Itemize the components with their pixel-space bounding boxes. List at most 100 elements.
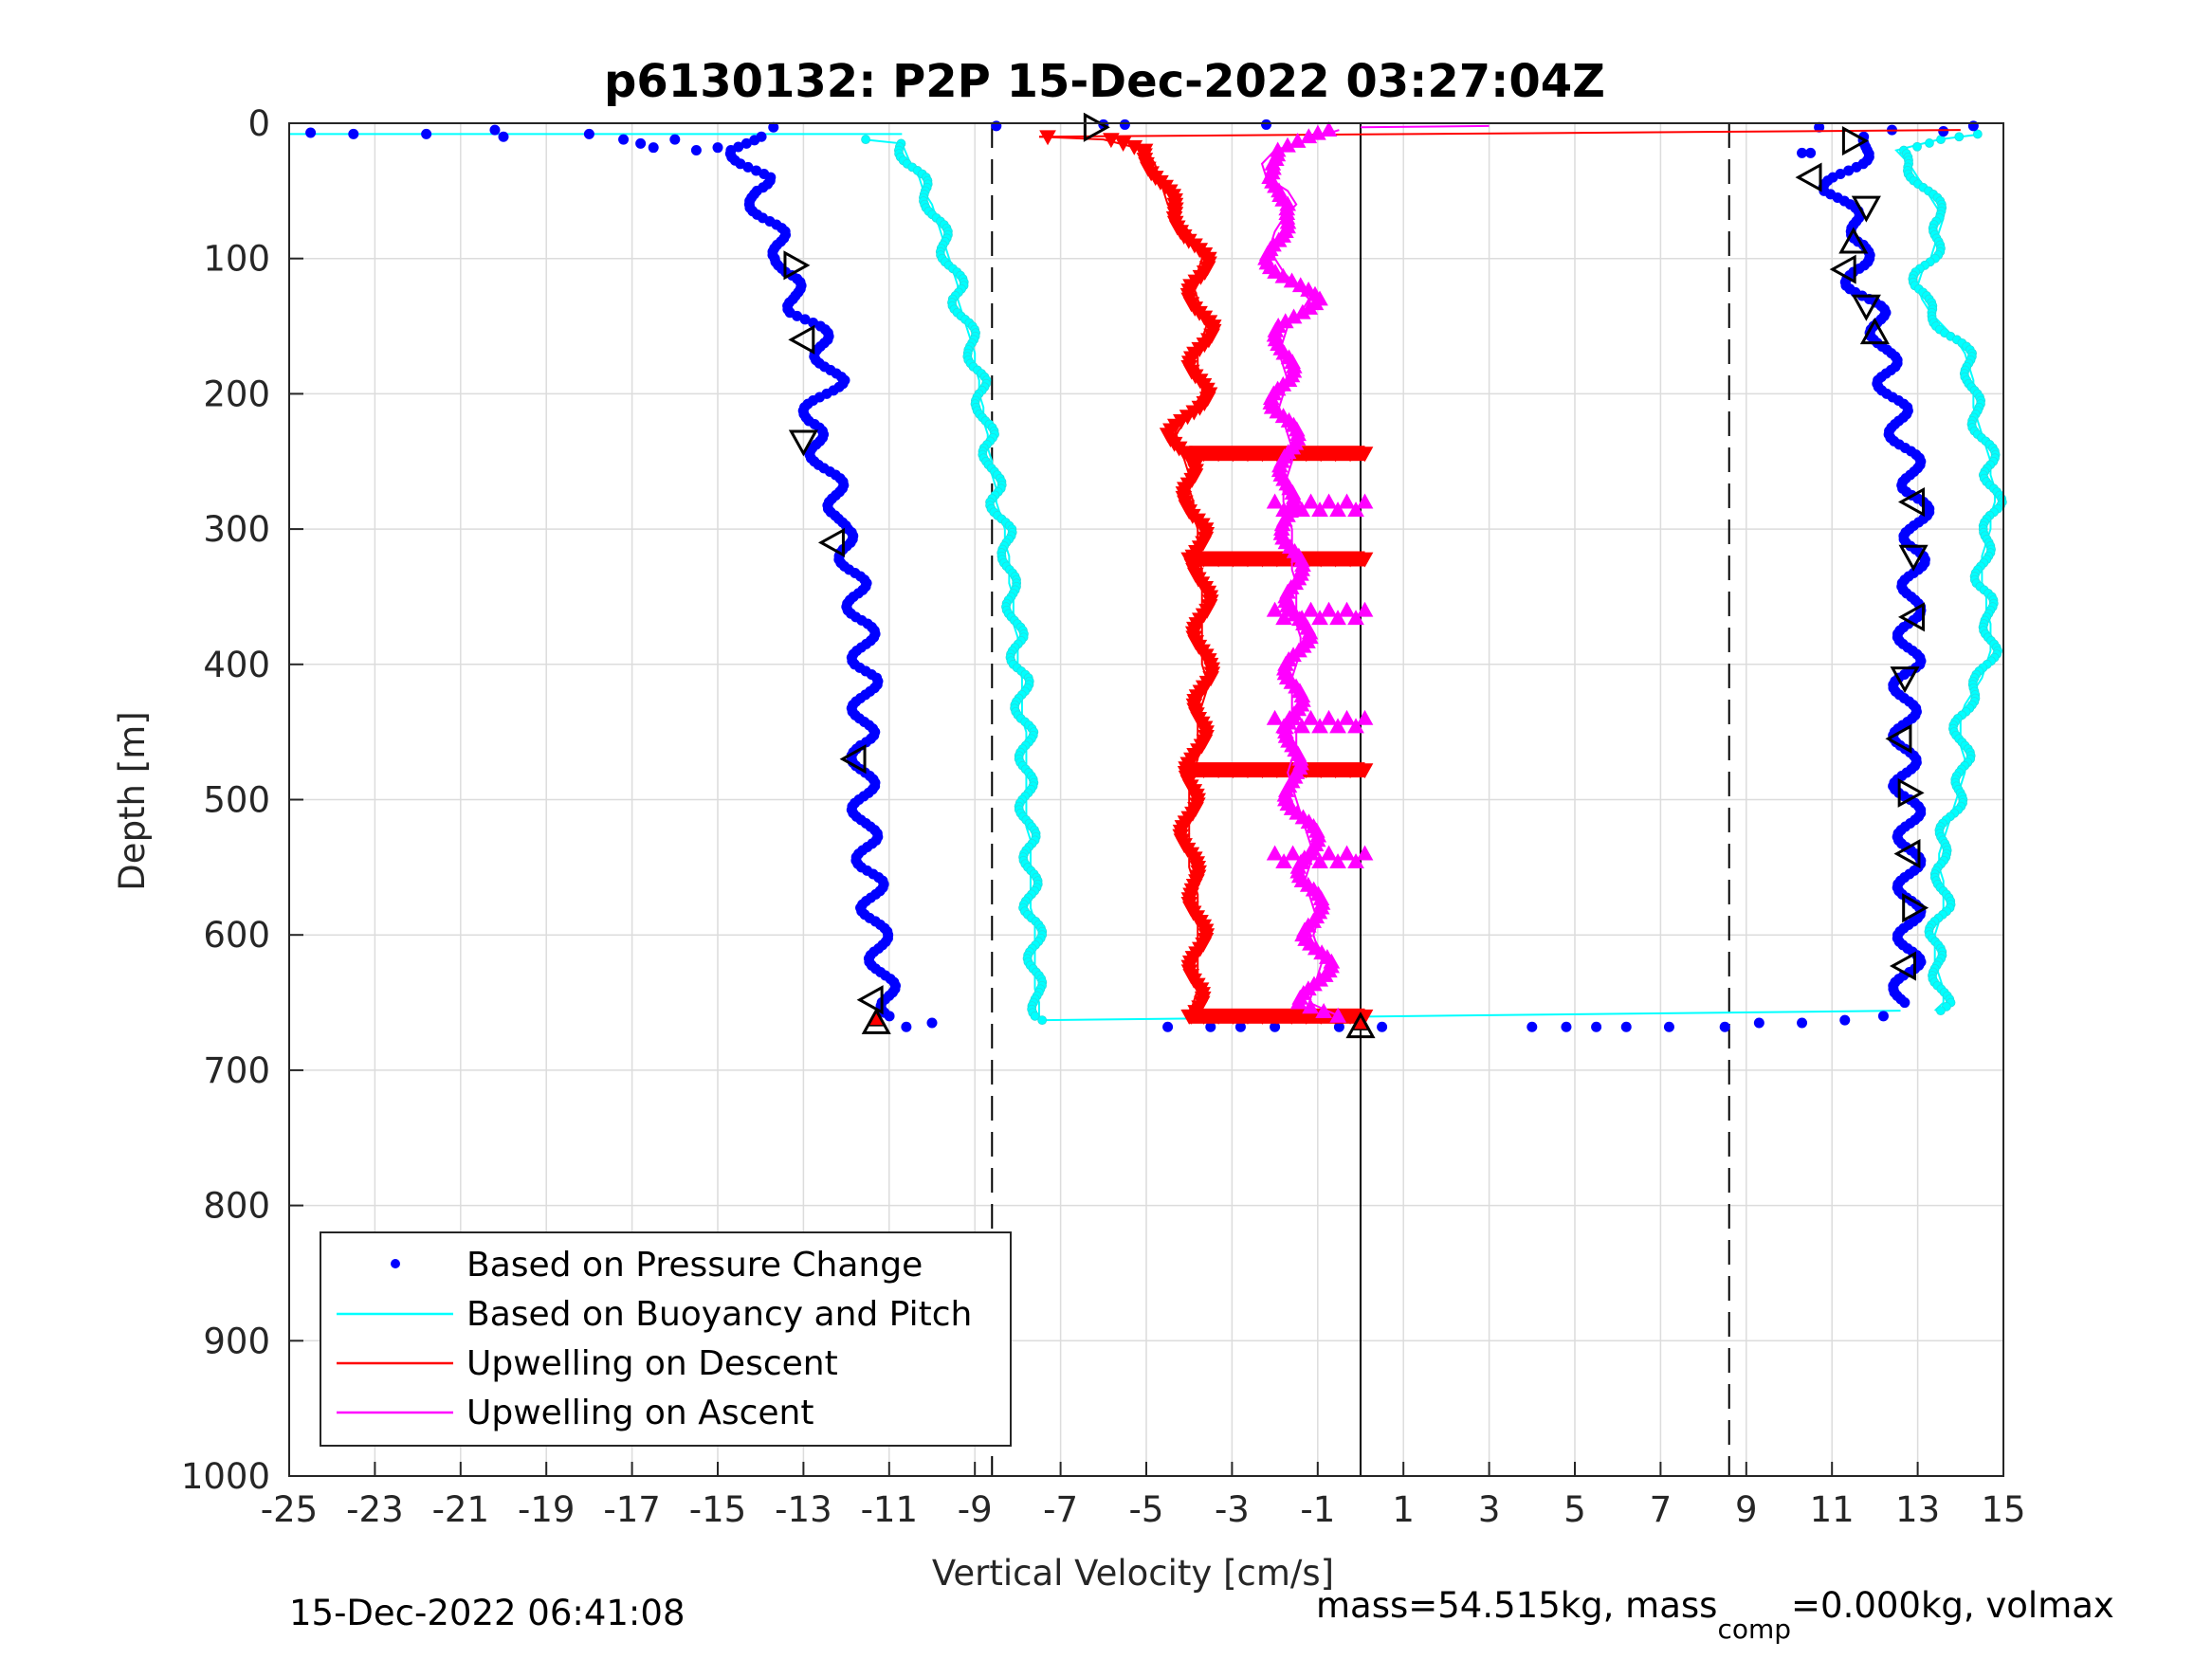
- open-triangle-marker-7: [861, 1007, 891, 1034]
- upwelling-ascent-band-2-point-9: [1347, 718, 1364, 734]
- pressure-scatter-point-33: [1591, 1021, 1602, 1032]
- upwelling-ascent-band-1-point-8: [1338, 601, 1356, 617]
- upwelling-ascent-band-0-point-7: [1329, 501, 1346, 518]
- pressure-scatter-point-17: [1797, 147, 1808, 158]
- footer-mass-prefix: mass=54.515kg, mass: [1316, 1585, 1717, 1626]
- upwelling-descent-band-2-point-4: [1239, 763, 1256, 779]
- open-triangle-marker-24: [1345, 1012, 1376, 1039]
- upwelling-ascent-band-2-point-0: [1266, 709, 1284, 725]
- open-triangle-marker-4: [817, 527, 845, 557]
- upwelling-descent-band-0-point-6: [1269, 447, 1286, 463]
- x-tick-label-19: 13: [1895, 1489, 1940, 1530]
- upwelling-descent-band-0-point-2: [1210, 447, 1227, 463]
- upwelling-ascent-band-3-point-0: [1266, 845, 1284, 861]
- upwelling-ascent-band-0-point-10: [1356, 493, 1374, 509]
- upwelling-descent-band-0-point-10: [1326, 447, 1344, 463]
- upwelling-descent-point-0: [1039, 130, 1056, 146]
- footer-mass-sub: comp: [1717, 1613, 1791, 1645]
- upwelling-ascent-band-2-point-6: [1320, 709, 1338, 725]
- open-triangle-marker-14: [1859, 318, 1890, 345]
- upwelling-ascent-band-0-point-1: [1275, 501, 1292, 518]
- pressure-scatter-point-16: [1119, 118, 1130, 130]
- upwelling-descent-point-1: [1103, 133, 1120, 149]
- open-triangle-marker-16: [1898, 544, 1929, 572]
- x-tick-label-7: -11: [861, 1489, 918, 1530]
- upwelling-descent-band-1-point-0: [1180, 552, 1198, 568]
- buoyancy-ascent-point-1: [1925, 138, 1934, 148]
- upwelling-descent-band-0-point-5: [1253, 447, 1271, 463]
- legend-label-ascent: Upwelling on Ascent: [466, 1394, 814, 1432]
- pressure-descent-point-13: [792, 310, 803, 321]
- upwelling-descent-band-1-point-12: [1356, 552, 1374, 568]
- pressure-scatter-point-3: [489, 124, 501, 136]
- upwelling-descent-band-3-point-4: [1239, 1009, 1256, 1025]
- upwelling-ascent-band-1-point-0: [1266, 601, 1284, 617]
- pressure-scatter-point-38: [1797, 1017, 1808, 1029]
- upwelling-ascent-band-1-point-7: [1329, 610, 1346, 626]
- buoyancy-descent-point-66: [1037, 1015, 1048, 1026]
- pressure-descent-point-2: [751, 165, 762, 176]
- x-tick-label-13: 1: [1392, 1489, 1415, 1530]
- upwelling-ascent-band-2-point-8: [1338, 709, 1356, 725]
- x-tick-label-16: 7: [1650, 1489, 1673, 1530]
- pressure-scatter-point-29: [1333, 1021, 1344, 1032]
- upwelling-descent-band-3-point-3: [1224, 1009, 1242, 1025]
- upwelling-ascent-band-1-point-1: [1275, 610, 1292, 626]
- x-axis-label: Vertical Velocity [cm/s]: [932, 1553, 1334, 1594]
- legend-label-descent: Upwelling on Descent: [466, 1344, 838, 1383]
- buoyancy-ascent-point-0: [1954, 132, 1965, 142]
- upwelling-ascent-band-2-point-5: [1311, 718, 1328, 734]
- pressure-scatter-point-19: [1814, 121, 1825, 133]
- upwelling-ascent-band-0-point-8: [1338, 493, 1356, 509]
- upwelling-descent-band-0-point-12: [1356, 447, 1374, 463]
- upwelling-descent-band-1-point-3: [1224, 552, 1242, 568]
- upwelling-ascent-band-2-point-7: [1329, 718, 1346, 734]
- upwelling-ascent-point-11: [1283, 272, 1301, 288]
- y-tick-label-5: 500: [203, 780, 270, 821]
- legend-label-pressure: Based on Pressure Change: [466, 1246, 923, 1285]
- upwelling-ascent-point-65: [1289, 994, 1307, 1010]
- x-axis-ticks: -25 -23 -21 -19 -17 -15 -13 -11 -9 -7 -5 -3 -1 1 3 5 7 9 1…: [261, 1462, 2026, 1530]
- open-triangle-marker-19: [1885, 723, 1912, 754]
- upwelling-descent-band-2-point-11: [1342, 763, 1359, 779]
- y-tick-label-10: 1000: [181, 1456, 270, 1497]
- upwelling-ascent-band-1-point-6: [1320, 601, 1338, 617]
- upwelling-descent-band-3-point-11: [1342, 1009, 1359, 1025]
- open-triangle-marker-2: [788, 324, 815, 355]
- upwelling-ascent-band-1-point-2: [1284, 601, 1302, 617]
- footer-mass-suffix: =0.000kg, volmax: [1791, 1585, 2114, 1626]
- pressure-scatter-point-9: [669, 134, 681, 145]
- upwelling-ascent-band-0-point-9: [1347, 501, 1364, 518]
- pressure-scatter-point-5: [583, 128, 594, 139]
- upwelling-ascent-band-2-point-10: [1356, 709, 1374, 725]
- upwelling-descent-band-3-point-6: [1269, 1009, 1286, 1025]
- open-triangle-marker-9: [1795, 162, 1822, 192]
- x-tick-label-10: -5: [1129, 1489, 1164, 1530]
- upwelling-descent-band-2-point-1: [1195, 763, 1213, 779]
- x-tick-label-6: -13: [775, 1489, 832, 1530]
- pressure-scatter-point-2: [421, 128, 432, 139]
- upwelling-descent-band-1-point-1: [1195, 552, 1213, 568]
- pressure-scatter-point-21: [1938, 126, 1949, 137]
- open-triangle-marker-15: [1897, 487, 1925, 518]
- open-triangle-marker-12: [1829, 254, 1856, 284]
- upwelling-ascent-band-3-point-4: [1302, 845, 1320, 861]
- upwelling-ascent-point-11: [1274, 267, 1292, 283]
- open-triangle-marker-6: [856, 985, 884, 1015]
- open-triangle-marker-10: [1851, 195, 1881, 223]
- pressure-scatter-point-1: [348, 128, 359, 139]
- upwelling-ascent-band-3-point-10: [1356, 845, 1374, 861]
- upwelling-ascent-band-2-point-2: [1284, 709, 1302, 725]
- upwelling-ascent-point-14: [1293, 303, 1311, 319]
- upwelling-ascent-point-65: [1302, 998, 1319, 1014]
- upwelling-descent-band-2-point-6: [1269, 763, 1286, 779]
- upwelling-ascent-band-3-point-5: [1311, 853, 1328, 869]
- buoyancy-ascent-point-66: [1935, 1006, 1946, 1016]
- pressure-scatter-point-8: [648, 142, 659, 154]
- y-tick-label-8: 800: [203, 1186, 270, 1227]
- x-tick-label-4: -17: [603, 1489, 660, 1530]
- pressure-descent-point-65: [884, 1011, 895, 1022]
- upwelling-ascent-band-1-point-9: [1347, 610, 1364, 626]
- upwelling-descent-band-2-point-9: [1312, 763, 1330, 779]
- upwelling-ascent-point-1: [1289, 132, 1307, 148]
